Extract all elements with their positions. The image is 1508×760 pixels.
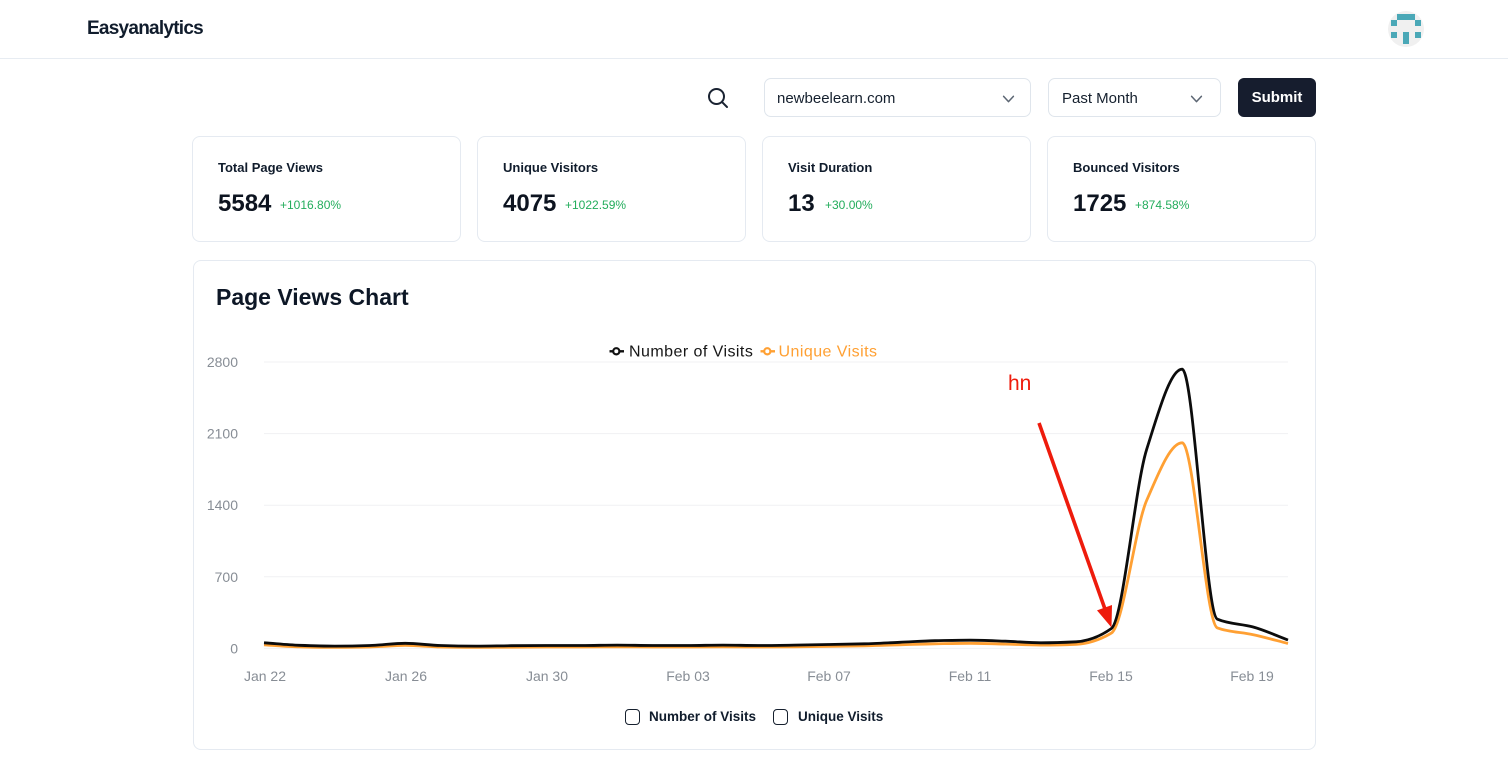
svg-text:Unique Visits: Unique Visits bbox=[779, 344, 878, 361]
svg-text:2100: 2100 bbox=[207, 426, 238, 442]
svg-text:hn: hn bbox=[1008, 372, 1031, 395]
svg-text:Jan 30: Jan 30 bbox=[526, 668, 568, 684]
svg-text:0: 0 bbox=[230, 640, 238, 656]
svg-text:Feb 03: Feb 03 bbox=[666, 668, 710, 684]
svg-text:Feb 07: Feb 07 bbox=[807, 668, 851, 684]
svg-text:Feb 15: Feb 15 bbox=[1089, 668, 1133, 684]
svg-text:Jan 26: Jan 26 bbox=[385, 668, 427, 684]
svg-text:1400: 1400 bbox=[207, 497, 238, 513]
svg-text:Jan 22: Jan 22 bbox=[244, 668, 286, 684]
svg-text:Feb 19: Feb 19 bbox=[1230, 668, 1274, 684]
svg-text:Feb 11: Feb 11 bbox=[949, 668, 992, 684]
svg-text:Number of Visits: Number of Visits bbox=[629, 344, 753, 361]
svg-text:2800: 2800 bbox=[207, 354, 238, 370]
svg-text:700: 700 bbox=[215, 569, 239, 585]
